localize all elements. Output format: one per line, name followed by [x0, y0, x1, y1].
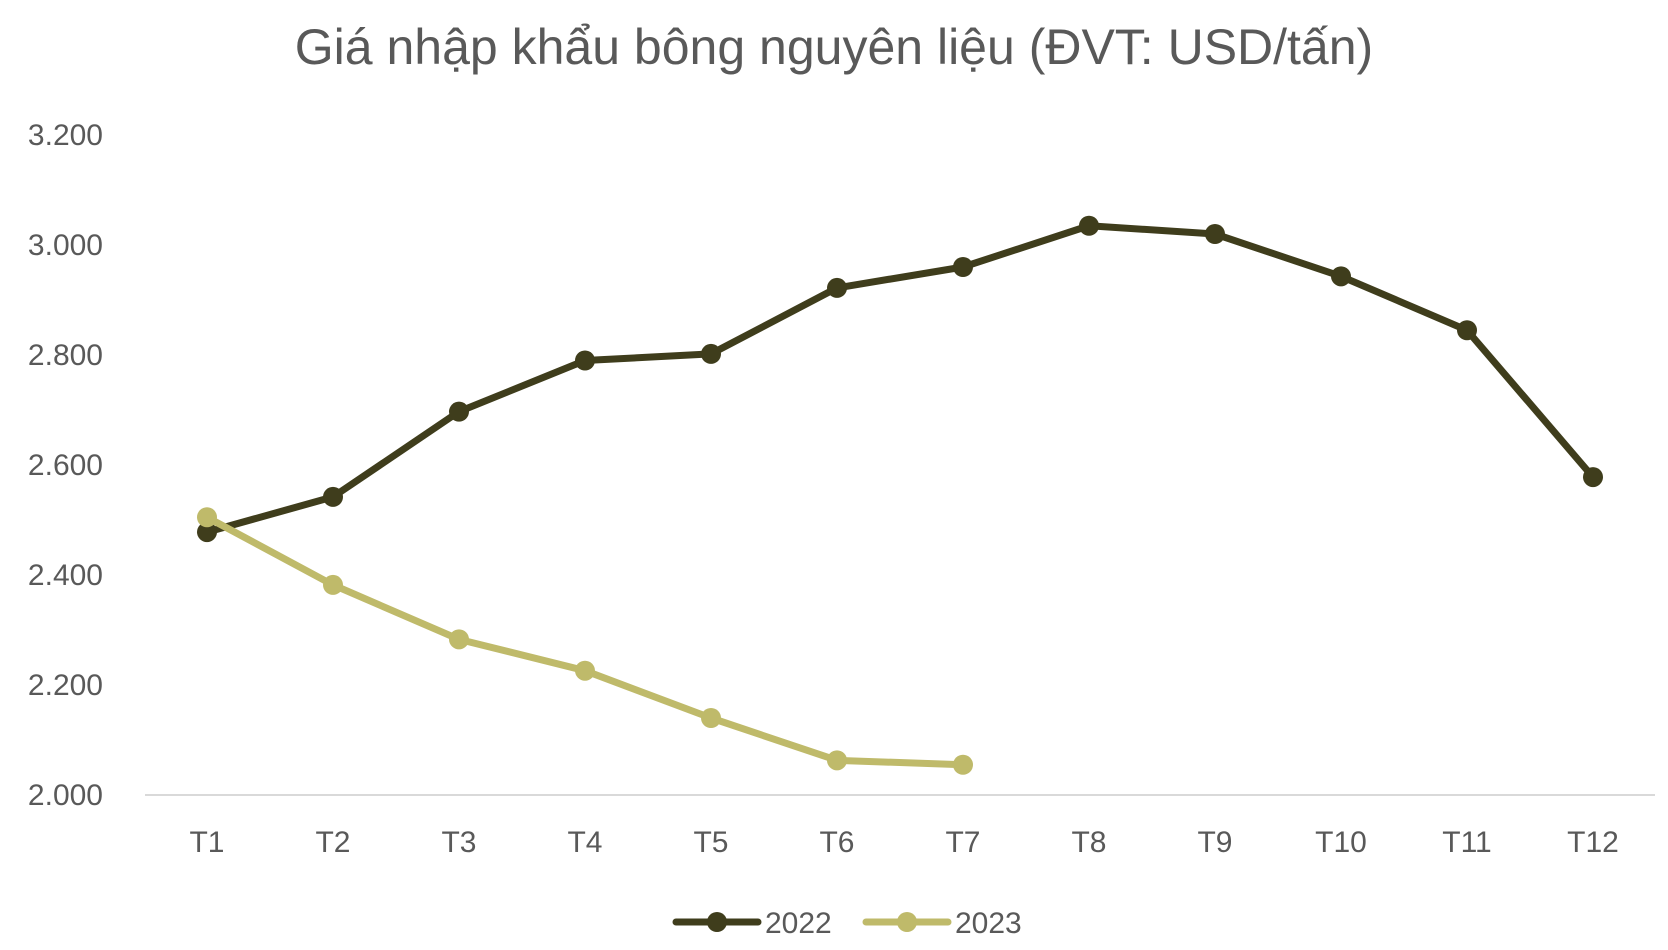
x-tick-label: T8 — [1071, 826, 1106, 859]
data-point-2022 — [1583, 467, 1603, 488]
legend-label: 2023 — [955, 907, 1022, 940]
y-tick-label: 2.400 — [28, 559, 103, 592]
data-point-2022 — [197, 522, 217, 543]
data-point-2023 — [197, 507, 217, 528]
x-tick-label: T7 — [945, 826, 980, 859]
x-tick-label: T1 — [189, 826, 224, 859]
series-line-2022 — [203, 222, 1597, 536]
data-point-2022 — [701, 343, 721, 364]
x-tick-label: T4 — [567, 826, 602, 859]
data-point-2023 — [701, 708, 721, 728]
data-point-2023 — [827, 750, 847, 771]
data-point-2022 — [953, 257, 973, 277]
data-point-2022 — [1331, 266, 1351, 287]
data-point-2023 — [575, 660, 595, 681]
y-tick-label: 3.000 — [28, 229, 103, 262]
data-point-2022 — [1205, 224, 1225, 244]
x-tick-label: T12 — [1567, 826, 1619, 859]
legend-swatch-marker — [897, 912, 917, 932]
data-point-2023 — [449, 629, 469, 650]
x-tick-label: T11 — [1442, 826, 1491, 859]
x-tick-label: T6 — [819, 826, 854, 859]
data-point-2023 — [323, 574, 343, 595]
series-line-2023 — [203, 513, 967, 769]
x-tick-label: T3 — [441, 826, 476, 859]
y-tick-label: 3.200 — [28, 119, 103, 152]
data-point-2022 — [1079, 215, 1099, 236]
data-point-2022 — [323, 486, 343, 507]
y-tick-label: 2.600 — [28, 449, 103, 482]
x-tick-label: T10 — [1315, 826, 1367, 859]
legend-swatch-marker — [707, 912, 727, 932]
x-tick-label: T9 — [1197, 826, 1232, 859]
x-tick-label: T2 — [315, 826, 350, 859]
data-point-2023 — [953, 754, 973, 775]
data-point-2022 — [449, 401, 469, 422]
data-point-2022 — [827, 277, 847, 298]
data-point-2022 — [1457, 320, 1477, 341]
chart-title: Giá nhập khẩu bông nguyên liệu (ĐVT: USD… — [294, 19, 1374, 75]
y-tick-label: 2.800 — [28, 339, 103, 372]
legend-label: 2022 — [765, 907, 832, 940]
x-tick-label: T5 — [693, 826, 728, 859]
data-point-2022 — [575, 350, 595, 371]
y-tick-label: 2.000 — [28, 779, 103, 812]
y-tick-label: 2.200 — [28, 669, 103, 702]
